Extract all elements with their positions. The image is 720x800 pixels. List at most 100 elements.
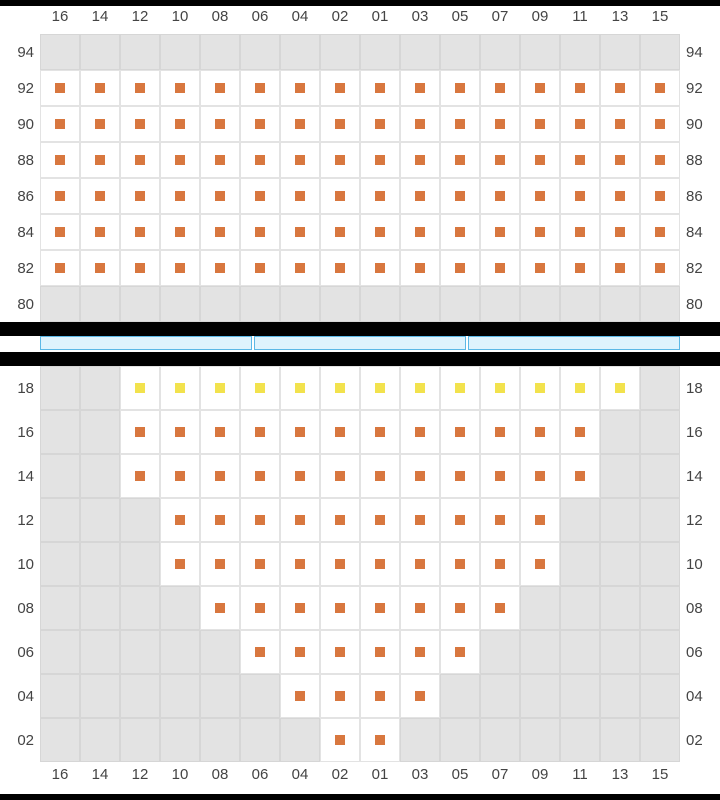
seat[interactable]: [320, 454, 360, 498]
seat[interactable]: [120, 410, 160, 454]
seat[interactable]: [120, 70, 160, 106]
seat[interactable]: [640, 106, 680, 142]
seat[interactable]: [560, 410, 600, 454]
seat[interactable]: [560, 142, 600, 178]
seat[interactable]: [80, 250, 120, 286]
seat[interactable]: [320, 250, 360, 286]
seat[interactable]: [560, 366, 600, 410]
seat[interactable]: [560, 106, 600, 142]
seat[interactable]: [440, 366, 480, 410]
seat[interactable]: [280, 214, 320, 250]
seat[interactable]: [440, 542, 480, 586]
seat[interactable]: [480, 178, 520, 214]
seat[interactable]: [640, 142, 680, 178]
seat[interactable]: [40, 70, 80, 106]
seat[interactable]: [40, 178, 80, 214]
seat[interactable]: [280, 674, 320, 718]
seat[interactable]: [120, 214, 160, 250]
seat[interactable]: [360, 586, 400, 630]
seat[interactable]: [280, 106, 320, 142]
seat[interactable]: [120, 454, 160, 498]
seat[interactable]: [440, 630, 480, 674]
seat[interactable]: [560, 454, 600, 498]
seat[interactable]: [360, 542, 400, 586]
seat[interactable]: [240, 542, 280, 586]
seat[interactable]: [120, 366, 160, 410]
seat[interactable]: [360, 142, 400, 178]
seat[interactable]: [160, 214, 200, 250]
seat[interactable]: [280, 630, 320, 674]
seat[interactable]: [240, 586, 280, 630]
seat[interactable]: [240, 214, 280, 250]
seat[interactable]: [280, 250, 320, 286]
seat[interactable]: [320, 674, 360, 718]
seat[interactable]: [520, 70, 560, 106]
seat[interactable]: [440, 498, 480, 542]
seat[interactable]: [200, 410, 240, 454]
seat[interactable]: [400, 674, 440, 718]
seat[interactable]: [600, 366, 640, 410]
seat[interactable]: [520, 454, 560, 498]
seat[interactable]: [480, 542, 520, 586]
seat[interactable]: [480, 70, 520, 106]
seat[interactable]: [200, 542, 240, 586]
seat[interactable]: [640, 70, 680, 106]
seat[interactable]: [480, 586, 520, 630]
seat[interactable]: [400, 630, 440, 674]
seat[interactable]: [120, 250, 160, 286]
seat[interactable]: [600, 214, 640, 250]
seat[interactable]: [520, 214, 560, 250]
seat[interactable]: [600, 250, 640, 286]
seat[interactable]: [360, 454, 400, 498]
seat[interactable]: [240, 630, 280, 674]
seat[interactable]: [400, 250, 440, 286]
seat[interactable]: [320, 586, 360, 630]
seat[interactable]: [360, 498, 400, 542]
seat[interactable]: [560, 214, 600, 250]
seat[interactable]: [160, 542, 200, 586]
seat[interactable]: [400, 106, 440, 142]
seat[interactable]: [560, 250, 600, 286]
seat[interactable]: [320, 142, 360, 178]
seat[interactable]: [600, 142, 640, 178]
seat[interactable]: [160, 454, 200, 498]
seat[interactable]: [200, 178, 240, 214]
seat[interactable]: [280, 498, 320, 542]
seat[interactable]: [320, 366, 360, 410]
seat[interactable]: [360, 718, 400, 762]
seat[interactable]: [400, 214, 440, 250]
seat[interactable]: [240, 250, 280, 286]
seat[interactable]: [80, 106, 120, 142]
seat[interactable]: [280, 178, 320, 214]
seat[interactable]: [400, 498, 440, 542]
seat[interactable]: [320, 70, 360, 106]
seat[interactable]: [520, 542, 560, 586]
seat[interactable]: [360, 630, 400, 674]
seat[interactable]: [480, 106, 520, 142]
seat[interactable]: [200, 142, 240, 178]
seat[interactable]: [280, 542, 320, 586]
seat[interactable]: [360, 214, 400, 250]
seat[interactable]: [200, 214, 240, 250]
seat[interactable]: [240, 498, 280, 542]
seat[interactable]: [280, 70, 320, 106]
seat[interactable]: [240, 70, 280, 106]
seat[interactable]: [160, 106, 200, 142]
seat[interactable]: [400, 542, 440, 586]
seat[interactable]: [440, 70, 480, 106]
seat[interactable]: [360, 366, 400, 410]
seat[interactable]: [200, 70, 240, 106]
seat[interactable]: [400, 70, 440, 106]
seat[interactable]: [120, 178, 160, 214]
seat[interactable]: [280, 366, 320, 410]
seat[interactable]: [320, 498, 360, 542]
seat[interactable]: [160, 70, 200, 106]
seat[interactable]: [480, 366, 520, 410]
seat[interactable]: [360, 106, 400, 142]
seat[interactable]: [40, 106, 80, 142]
seat[interactable]: [240, 366, 280, 410]
seat[interactable]: [560, 70, 600, 106]
seat[interactable]: [160, 250, 200, 286]
seat[interactable]: [520, 178, 560, 214]
seat[interactable]: [640, 214, 680, 250]
